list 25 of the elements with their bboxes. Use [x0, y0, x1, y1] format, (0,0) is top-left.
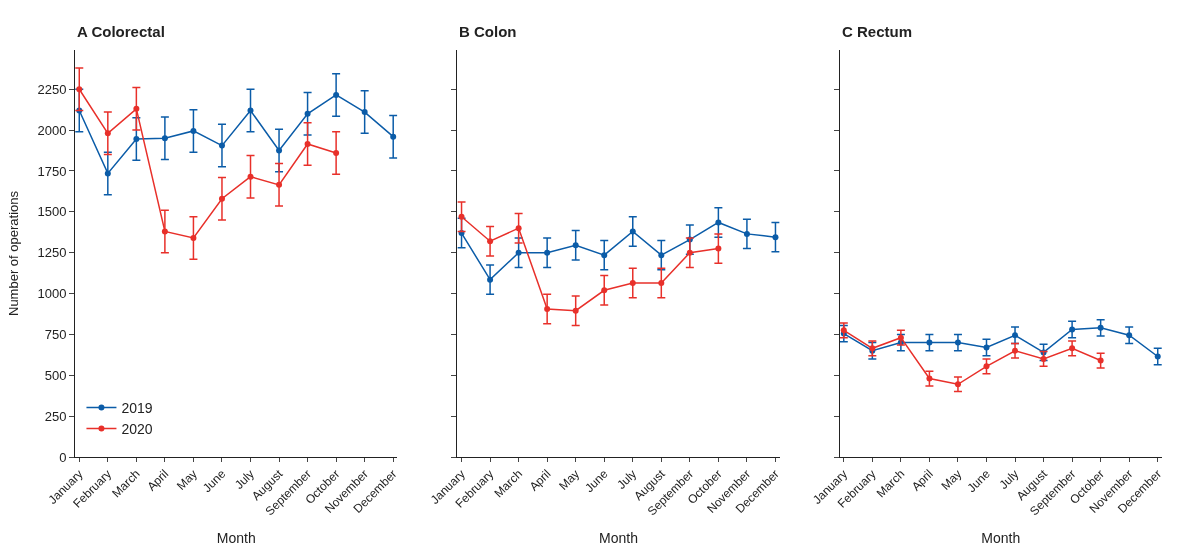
- y-axis-title: Number of operations: [6, 190, 22, 317]
- y-tick-label: 1500: [37, 204, 67, 220]
- x-axis-title: Month: [216, 529, 256, 546]
- x-tick-label: July: [996, 466, 1022, 492]
- x-axis-title: Month: [981, 529, 1021, 546]
- y-tick-label: 500: [44, 367, 67, 383]
- chart-title: C Rectum: [842, 23, 913, 40]
- x-tick-label: May: [173, 466, 200, 493]
- x-tick-label: July: [231, 466, 257, 492]
- x-tick-label: May: [556, 466, 583, 493]
- x-axis-title: Month: [599, 529, 638, 546]
- y-tick-label: 1000: [37, 286, 67, 302]
- chart-title: A Colorectal: [77, 23, 165, 40]
- y-tick-label: 1250: [37, 245, 67, 261]
- y-tick-label: 750: [44, 326, 67, 342]
- y-tick-label: 2250: [37, 81, 67, 97]
- x-tick-label: July: [614, 466, 640, 492]
- legend-label: 2019: [121, 399, 153, 416]
- y-tick-label: 250: [44, 408, 67, 424]
- y-tick-label: 0: [59, 449, 67, 465]
- chart-title: B Colon: [459, 23, 517, 40]
- x-tick-label: May: [938, 466, 965, 493]
- legend-label: 2020: [121, 421, 153, 438]
- y-tick-label: 2000: [37, 122, 67, 138]
- y-tick-label: 1750: [37, 163, 67, 179]
